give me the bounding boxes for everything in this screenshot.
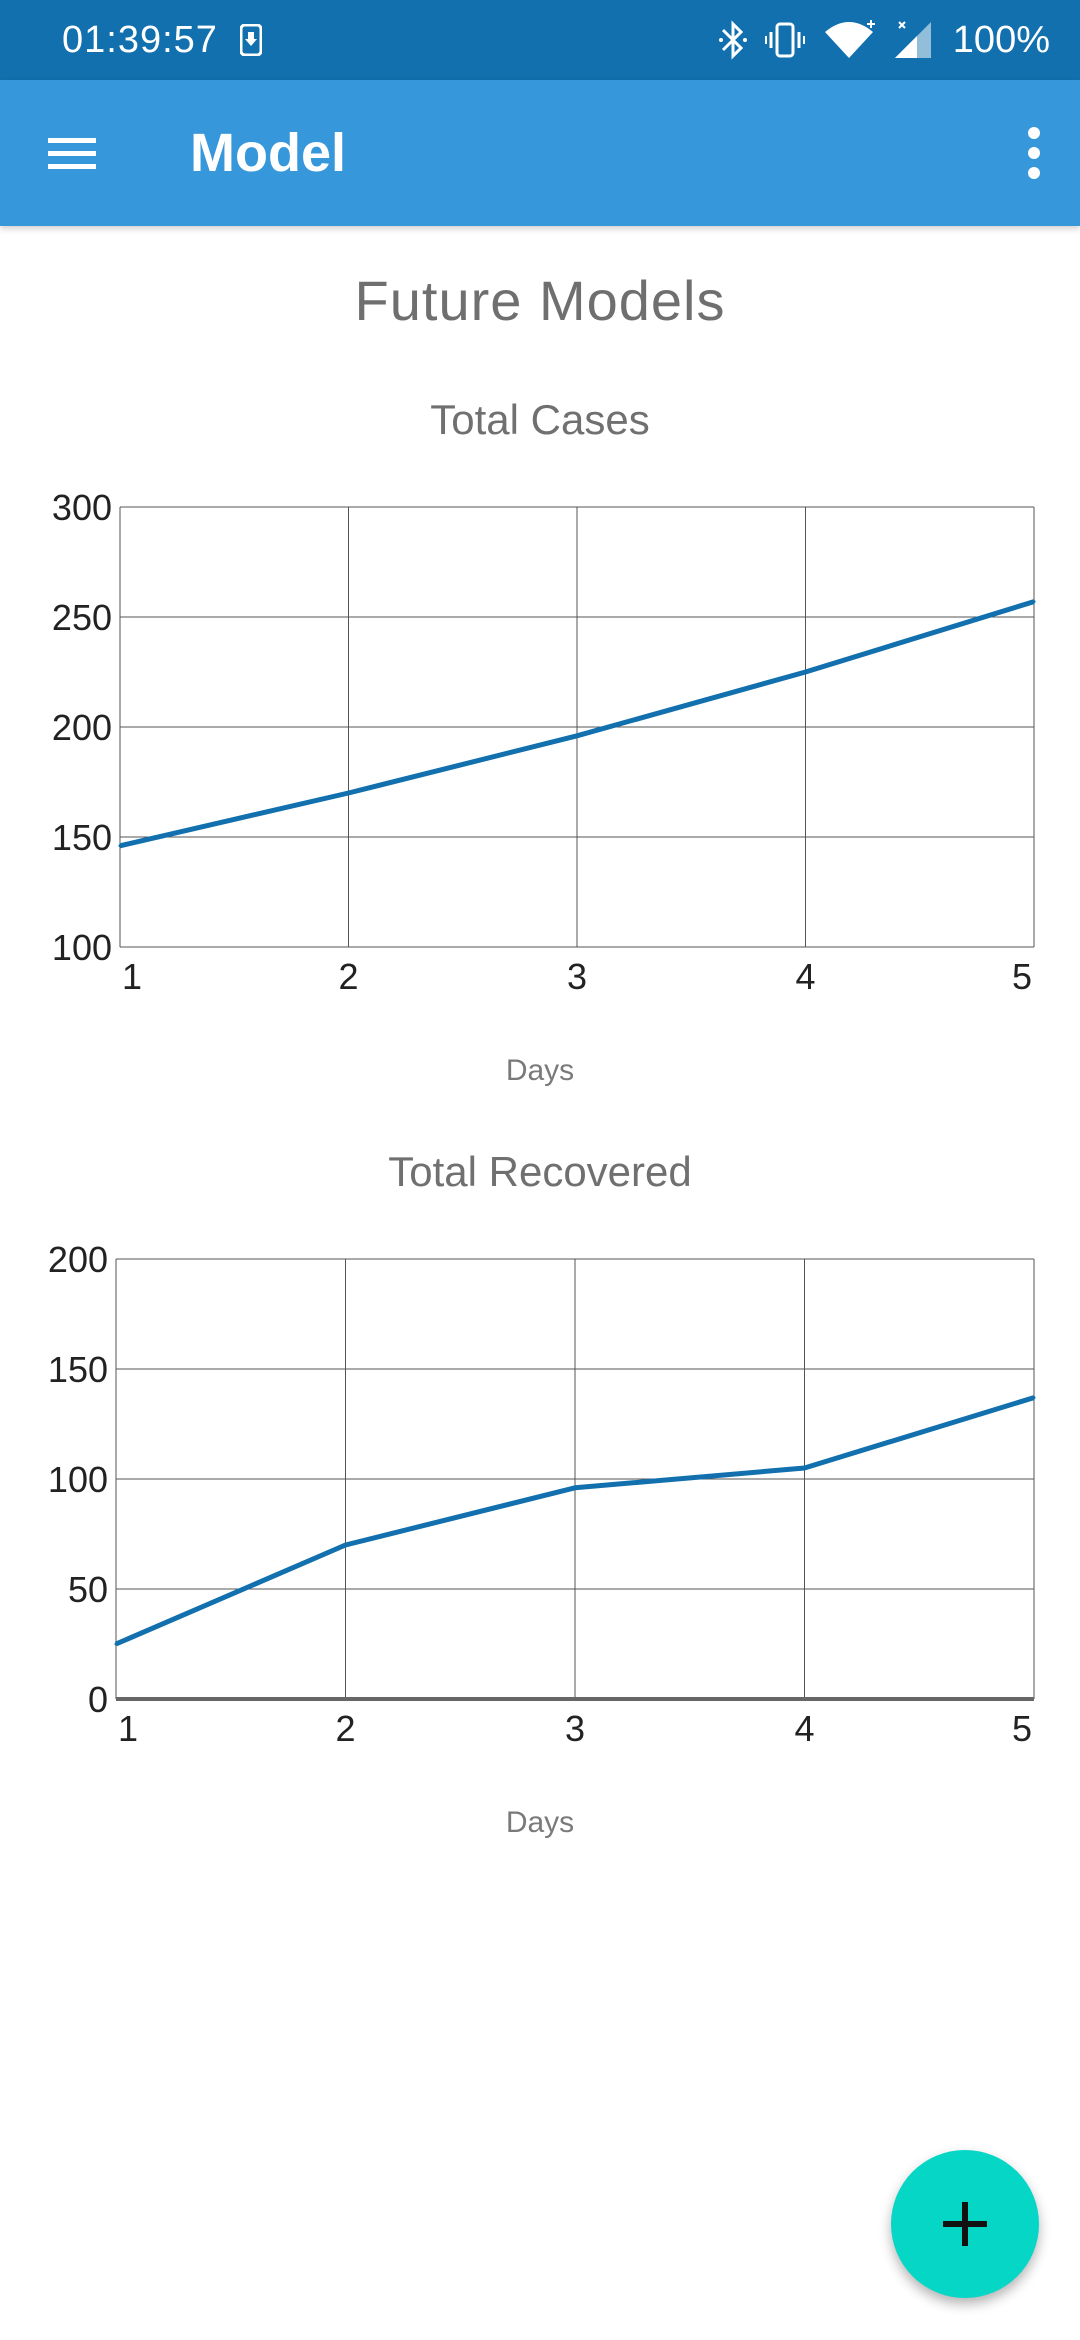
status-icons: 100% — [701, 14, 1050, 66]
total-recovered-chart: 0 50 100 150 200 1 2 3 4 5 — [48, 1239, 1036, 1749]
data-point — [114, 1642, 118, 1646]
x-tick-label: 3 — [567, 956, 587, 997]
data-point — [573, 1486, 577, 1490]
y-tick-label: 150 — [48, 1349, 108, 1390]
x-tick-label: 2 — [335, 1708, 355, 1749]
more-vert-icon[interactable] — [1014, 120, 1054, 186]
y-tick-label: 200 — [48, 1239, 108, 1280]
signal-icon — [894, 21, 931, 58]
y-tick-label: 100 — [48, 1459, 108, 1500]
total-cases-chart: 100 150 200 250 300 1 2 3 4 5 — [52, 487, 1036, 997]
y-tick-label: 0 — [88, 1679, 108, 1720]
add-button[interactable] — [891, 2150, 1039, 2298]
y-tick-label: 200 — [52, 707, 112, 748]
x-axis-label-total-recovered: Days — [505, 1806, 575, 1839]
app-bar: Model — [0, 80, 1080, 226]
y-tick-label: 250 — [52, 597, 112, 638]
x-tick-label: 2 — [338, 956, 358, 997]
x-axis-label-total-cases: Days — [505, 1054, 575, 1087]
data-point — [347, 791, 350, 795]
plus-icon — [943, 2202, 987, 2246]
x-tick-label: 5 — [1012, 1708, 1032, 1749]
data-point — [344, 1543, 347, 1547]
data-point — [1032, 1396, 1036, 1400]
hamburger-menu-icon[interactable] — [40, 122, 106, 184]
x-tick-label: 1 — [118, 1708, 138, 1749]
y-tick-label: 100 — [52, 927, 112, 968]
y-tick-label: 300 — [52, 487, 112, 528]
bluetooth-icon — [718, 20, 747, 60]
data-point — [804, 670, 807, 674]
x-tick-label: 4 — [795, 956, 815, 997]
x-tick-label: 3 — [565, 1708, 585, 1749]
y-tick-label: 50 — [68, 1569, 108, 1610]
app-title: Model — [190, 123, 346, 183]
chart-title-total-recovered: Total Recovered — [388, 1148, 692, 1195]
data-point — [1032, 600, 1036, 604]
download-icon — [240, 24, 262, 56]
status-time: 01:39:57 — [62, 19, 218, 61]
x-tick-label: 4 — [794, 1708, 814, 1749]
page-title: Future Models — [354, 269, 726, 332]
y-tick-label: 150 — [52, 817, 112, 858]
x-tick-label: 1 — [122, 956, 142, 997]
x-tick-label: 5 — [1012, 956, 1032, 997]
battery-level: 100% — [952, 18, 1050, 61]
wifi-icon — [824, 20, 875, 58]
data-point — [575, 734, 579, 738]
vibrate-icon — [764, 22, 805, 58]
status-bar: 01:39:57 100% — [0, 0, 1080, 80]
chart-title-total-cases: Total Cases — [430, 396, 650, 443]
data-point — [803, 1466, 806, 1470]
data-point — [118, 844, 122, 848]
